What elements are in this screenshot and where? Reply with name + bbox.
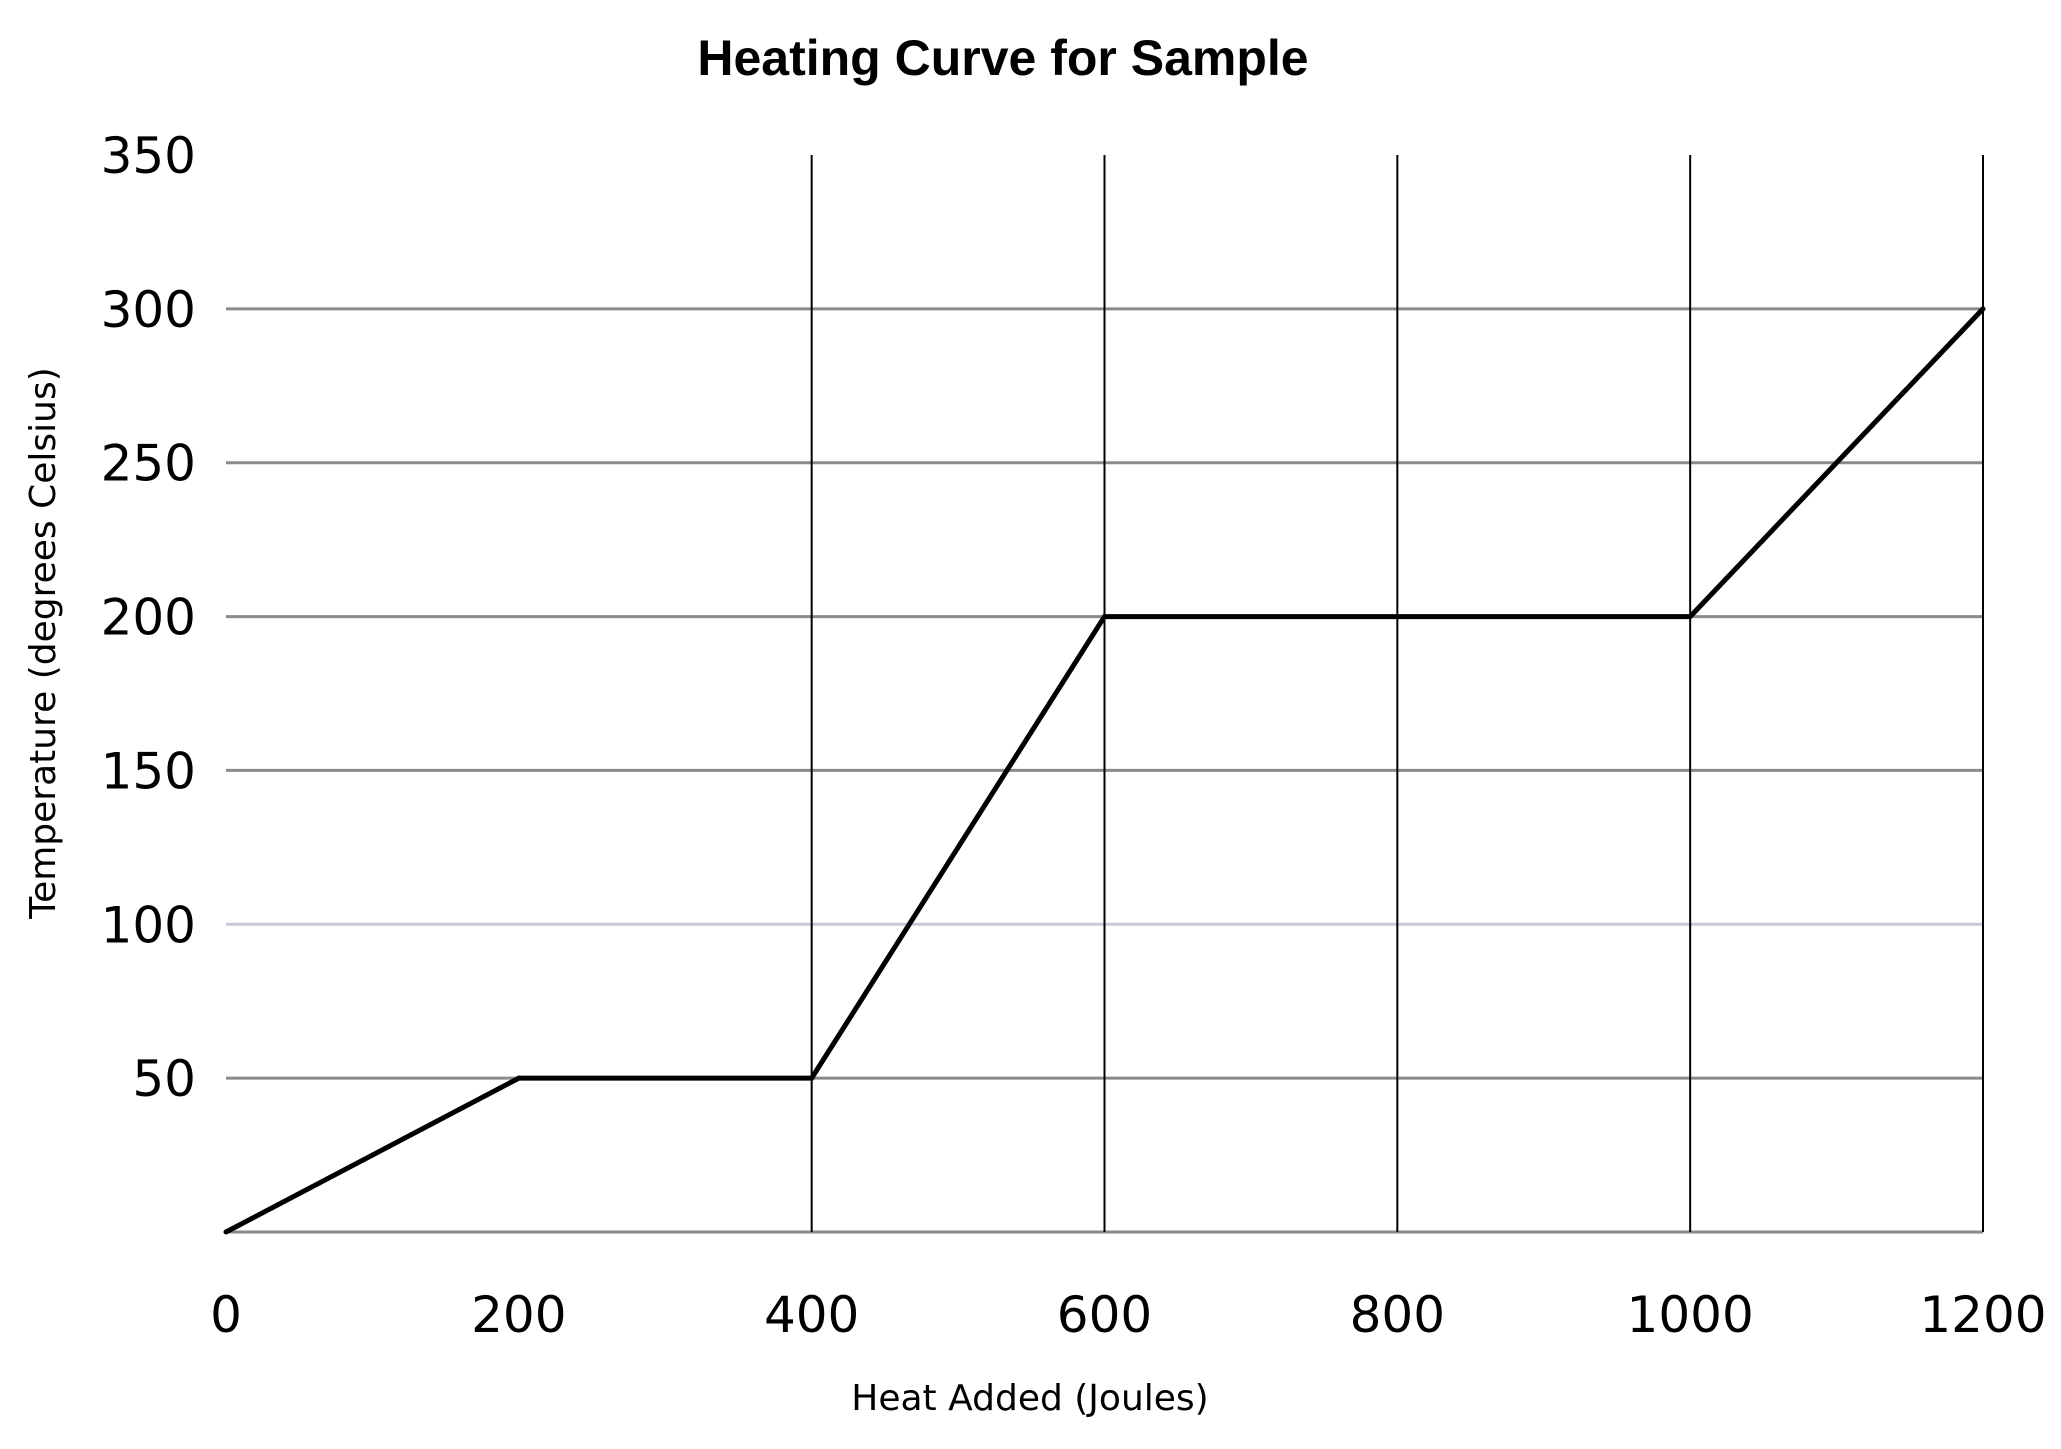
chart-title: Heating Curve for Sample bbox=[697, 30, 1308, 86]
x-tick-label: 600 bbox=[1057, 1286, 1152, 1344]
series-layer bbox=[223, 306, 1986, 1235]
y-tick-label: 350 bbox=[101, 127, 196, 185]
y-axis-label: Temperature (degrees Celsius) bbox=[23, 367, 64, 920]
data-point bbox=[1687, 614, 1693, 620]
data-point bbox=[223, 1229, 229, 1235]
x-tick-label: 200 bbox=[471, 1286, 566, 1344]
x-tick-label: 800 bbox=[1350, 1286, 1445, 1344]
x-tick-label: 1200 bbox=[1919, 1286, 2046, 1344]
y-tick-label: 150 bbox=[101, 742, 196, 800]
y-tick-label: 200 bbox=[101, 589, 196, 647]
x-tick-label: 400 bbox=[764, 1286, 859, 1344]
y-tick-label: 250 bbox=[101, 435, 196, 493]
x-tick-label: 1000 bbox=[1627, 1286, 1754, 1344]
x-tick-label: 0 bbox=[210, 1286, 242, 1344]
grid-layer bbox=[226, 155, 1984, 1234]
data-point bbox=[1980, 306, 1986, 312]
x-axis-label: Heat Added (Joules) bbox=[851, 1378, 1208, 1419]
data-point bbox=[809, 1075, 815, 1081]
series-line-0 bbox=[224, 307, 1985, 1235]
y-tick-label: 300 bbox=[101, 281, 196, 339]
data-point bbox=[1102, 614, 1107, 620]
y-tick-label: 100 bbox=[101, 896, 196, 954]
y-tick-label: 50 bbox=[132, 1050, 196, 1108]
ticks-layer: 0 200 400 600 800 1000 1200 50 100 150 200 250 300 35… bbox=[101, 127, 2047, 1344]
data-point bbox=[516, 1075, 522, 1081]
